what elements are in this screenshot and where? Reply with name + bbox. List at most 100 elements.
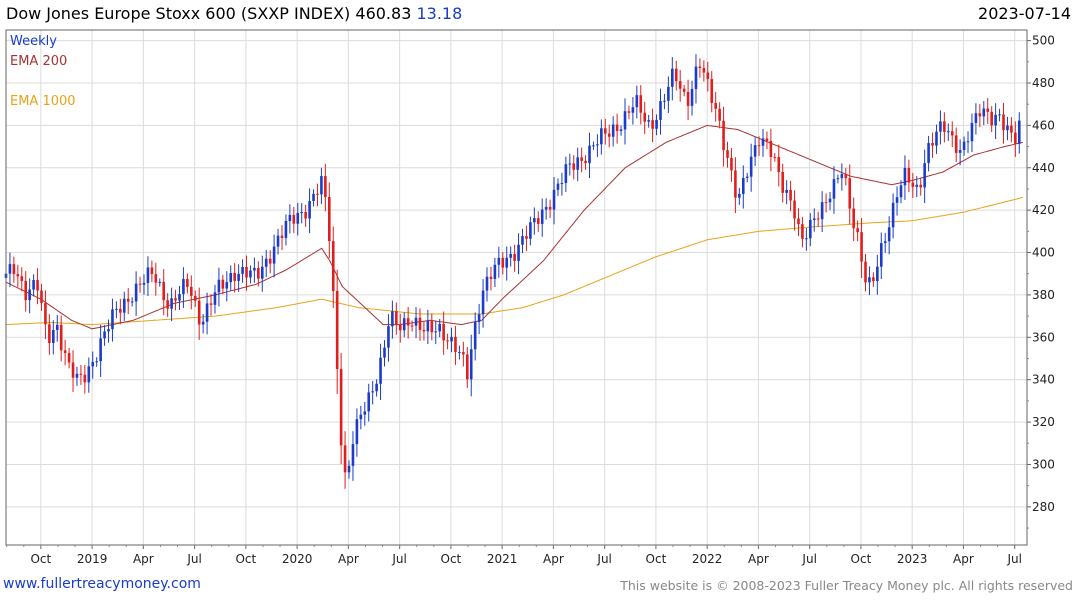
x-tick-label: Jul xyxy=(801,552,816,566)
candle-body xyxy=(264,258,268,267)
legend: Weekly EMA 200 EMA 1000 xyxy=(10,34,76,109)
candle-body xyxy=(793,200,796,219)
candle-body xyxy=(158,281,162,283)
website-link[interactable]: www.fullertreacymoney.com xyxy=(3,576,201,592)
candle-body xyxy=(347,465,351,473)
x-tick-label: 2022 xyxy=(692,552,723,566)
candle-body xyxy=(493,264,497,279)
candle-body xyxy=(52,330,55,343)
candle-body xyxy=(166,300,169,309)
candle-body xyxy=(253,267,256,271)
candle-body xyxy=(840,174,844,179)
candle-body xyxy=(406,318,410,326)
y-tick-label: 400 xyxy=(1032,246,1055,260)
candle-body xyxy=(943,121,946,132)
candle-body xyxy=(477,314,481,323)
candle-body xyxy=(911,182,915,187)
candle-body xyxy=(627,111,631,113)
candle-body xyxy=(229,273,233,283)
candle-body xyxy=(324,176,327,198)
candle-body xyxy=(16,274,20,277)
candle-body xyxy=(544,206,548,210)
candle-body xyxy=(245,266,248,278)
x-tick-label: 2019 xyxy=(77,552,108,566)
candle-body xyxy=(773,156,777,158)
candle-body xyxy=(741,177,745,194)
candle-body xyxy=(643,112,647,122)
candle-body xyxy=(836,178,840,180)
candle-body xyxy=(785,189,788,193)
candle-body xyxy=(103,331,106,339)
plot-frame xyxy=(5,29,1028,546)
candle-body xyxy=(450,336,453,342)
candle-body xyxy=(59,324,63,351)
candle-body xyxy=(8,264,12,274)
candle-body xyxy=(122,298,126,313)
candle-body xyxy=(186,279,189,287)
candle-body xyxy=(745,176,749,178)
candle-body xyxy=(891,202,895,228)
legend-entry: EMA 1000 xyxy=(10,94,76,109)
candle-body xyxy=(142,282,146,285)
candle-body xyxy=(209,303,213,305)
candle-body xyxy=(962,141,966,150)
candle-body xyxy=(722,120,725,151)
candle-body xyxy=(501,257,505,268)
candle-body xyxy=(517,244,520,261)
candle-body xyxy=(304,212,307,219)
title-text: Dow Jones Europe Stoxx 600 (SXXP INDEX) … xyxy=(6,4,412,23)
candle-body xyxy=(529,222,532,239)
candle-body xyxy=(777,157,781,173)
x-tick-label: Jul xyxy=(186,552,201,566)
candle-body xyxy=(592,145,595,147)
candle-body xyxy=(296,212,300,224)
candle-body xyxy=(919,184,923,188)
candle-body xyxy=(947,131,950,133)
candle-body xyxy=(710,79,714,103)
candle-body xyxy=(765,138,769,141)
candle-body xyxy=(576,157,579,170)
x-tick-label: 2021 xyxy=(487,552,518,566)
candle-body xyxy=(536,218,540,224)
candle-body xyxy=(686,91,690,106)
candle-body xyxy=(887,227,891,242)
y-tick-label: 340 xyxy=(1032,373,1055,387)
chart-date: 2023-07-14 xyxy=(978,4,1071,23)
candle-body xyxy=(879,243,883,267)
candle-body xyxy=(438,323,441,332)
candle-body xyxy=(288,214,292,222)
candle-body xyxy=(328,197,331,242)
candle-body xyxy=(249,270,252,278)
candle-body xyxy=(927,143,930,164)
candle-body xyxy=(462,352,465,355)
candle-body xyxy=(398,324,402,331)
candle-body xyxy=(182,279,185,295)
candle-body xyxy=(87,366,91,383)
candle-body xyxy=(410,325,414,327)
candle-body xyxy=(300,212,304,214)
candle-body xyxy=(28,289,31,301)
candle-body xyxy=(647,120,650,122)
candle-body xyxy=(241,266,244,274)
candle-body xyxy=(556,183,560,190)
candle-body xyxy=(55,324,59,331)
candle-body xyxy=(749,156,753,177)
candle-body xyxy=(36,280,39,291)
candle-body xyxy=(442,323,445,341)
y-tick-label: 460 xyxy=(1032,118,1055,132)
candle-body xyxy=(308,200,311,219)
candle-body xyxy=(260,266,264,279)
candle-body xyxy=(276,235,280,247)
x-axis: Oct 2019 Apr Jul Oct 2020 Apr Jul Oct 2021 Apr Jul O… xyxy=(6,545,1022,566)
candle-body xyxy=(619,129,623,131)
x-tick-label: Oct xyxy=(851,552,872,566)
candle-body xyxy=(201,321,205,325)
candle-body xyxy=(923,163,926,188)
candle-body xyxy=(178,294,181,301)
candle-body xyxy=(489,276,493,279)
candle-body xyxy=(367,392,371,412)
candle-body xyxy=(694,66,698,90)
candle-body xyxy=(714,102,717,109)
y-tick-label: 440 xyxy=(1032,161,1055,175)
